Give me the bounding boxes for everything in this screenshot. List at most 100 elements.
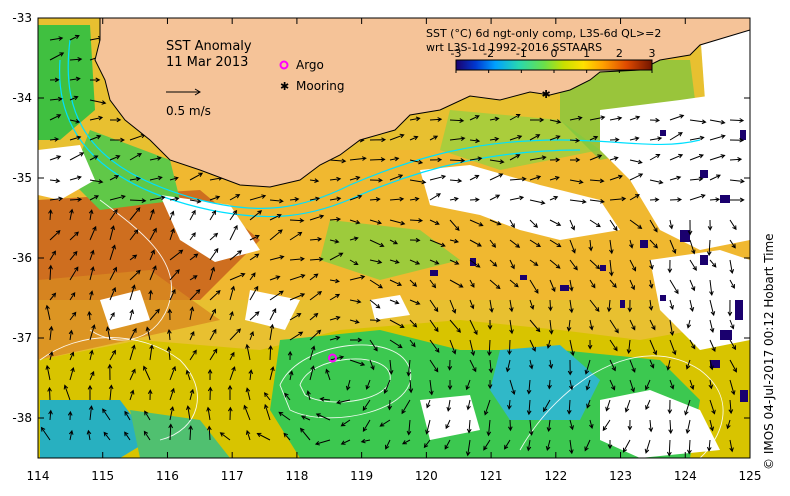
velocity-arrow [189,349,197,361]
velocity-arrow [349,175,361,181]
velocity-arrow [486,419,492,437]
velocity-arrow [409,299,421,305]
y-tick-label: -38 [12,411,32,425]
velocity-arrow [189,275,198,281]
velocity-arrow [107,363,113,381]
velocity-arrow [649,117,661,123]
velocity-arrow [709,134,726,141]
velocity-arrow [669,279,679,295]
velocity-arrow [605,399,611,412]
velocity-arrow [389,259,400,264]
velocity-arrow [89,249,95,261]
velocity-arrow [249,331,254,341]
velocity-arrow [88,209,94,221]
velocity-arrow [269,275,281,281]
velocity-arrow [109,266,117,281]
velocity-arrow [689,176,704,182]
velocity-arrow [568,379,574,391]
velocity-arrow [409,259,421,265]
velocity-arrow [269,214,282,221]
velocity-arrow [329,158,347,164]
velocity-arrow [429,239,446,247]
velocity-arrow [669,239,677,254]
velocity-arrow [379,419,391,427]
velocity-arrow [109,244,116,261]
velocity-arrow [48,325,54,341]
velocity-arrow [668,419,673,435]
velocity-arrow [63,384,71,401]
velocity-arrow [49,114,62,121]
velocity-arrow [69,57,83,62]
velocity-arrow [49,229,61,241]
velocity-arrow [469,299,475,310]
velocity-arrow [709,339,716,352]
y-tick-label: -37 [12,331,32,345]
velocity-arrow [526,379,532,395]
velocity-arrow [668,219,674,230]
velocity-arrow [167,328,172,341]
velocity-arrow [689,119,707,125]
velocity-arrow [589,279,596,289]
velocity-arrow [669,299,674,310]
velocity-arrow [48,209,53,221]
velocity-arrow [69,351,75,361]
velocity-arrow [209,328,217,341]
velocity-arrow [110,137,125,143]
velocity-arrow [188,425,193,441]
velocity-arrow [209,266,216,281]
velocity-arrow [687,439,692,455]
velocity-arrow [669,132,683,141]
velocity-arrow [429,299,439,313]
velocity-arrows [40,34,745,457]
x-tick-label: 118 [285,469,308,483]
velocity-arrow [649,154,661,161]
velocity-arrow [483,399,491,416]
velocity-arrow [362,419,371,433]
velocity-arrow [309,365,315,381]
velocity-arrow [129,269,141,281]
velocity-arrow [249,272,256,281]
velocity-arrow [309,290,323,301]
velocity-arrow [124,410,131,421]
velocity-arrow [409,237,421,243]
velocity-arrow [349,299,362,304]
velocity-arrow [466,419,472,434]
velocity-arrow [143,365,151,381]
velocity-arrow [340,419,351,427]
velocity-arrow [67,410,73,421]
velocity-arrow [489,299,494,313]
velocity-arrow [189,172,204,181]
velocity-arrow [409,159,424,165]
velocity-arrow [129,254,138,261]
velocity-arrow [369,359,375,371]
velocity-arrow [689,279,696,292]
velocity-arrow [529,219,539,228]
velocity-arrow [549,239,562,248]
velocity-arrow [526,399,532,416]
velocity-arrow [248,369,254,381]
velocity-arrow [469,359,477,373]
velocity-arrow [49,250,56,261]
velocity-arrow [289,293,306,301]
velocity-arrow [289,256,305,262]
velocity-arrow [149,308,160,321]
velocity-arrow [408,379,414,394]
velocity-arrow [469,138,481,144]
velocity-arrow [549,157,561,163]
velocity-arrow [369,299,381,309]
velocity-arrow [49,77,60,83]
velocity-arrow [444,439,451,450]
velocity-arrow [383,379,391,394]
velocity-arrow [148,289,153,301]
velocity-scale-label: 0.5 m/s [166,104,211,118]
colorbar-tick-label: 1 [583,47,590,60]
velocity-arrow [409,319,418,328]
velocity-arrow [109,311,115,321]
velocity-arrow [489,136,500,142]
velocity-arrow [609,339,618,352]
velocity-arrow [623,439,631,453]
velocity-arrow [349,359,366,366]
velocity-arrow [609,156,619,161]
velocity-arrow [149,208,155,221]
velocity-arrow [587,339,593,350]
